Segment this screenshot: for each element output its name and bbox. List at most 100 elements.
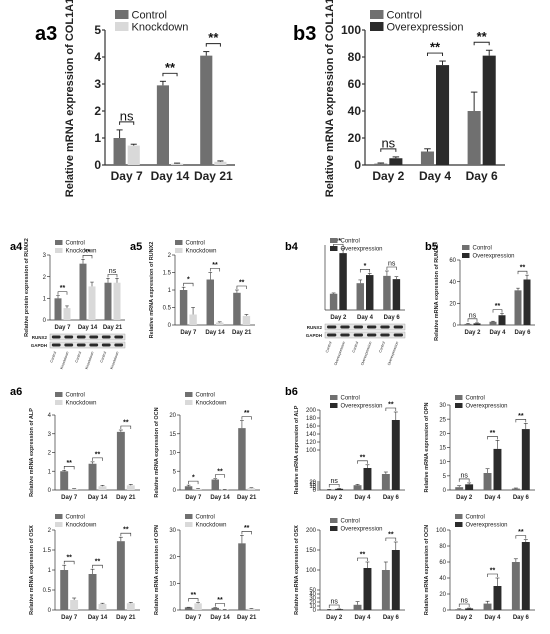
x-tick-label: Day 14 — [88, 495, 108, 501]
bar-knockdown — [221, 489, 229, 491]
significance-bracket — [328, 484, 340, 488]
y-axis-label: Relative mRNA expression of COL1A1 — [324, 0, 336, 197]
legend-entry: Control — [66, 393, 85, 399]
y-tick-label: 0 — [313, 608, 317, 614]
y-tick-label: 0.5 — [43, 588, 52, 594]
blot-row-label: RUNX2 — [32, 335, 48, 340]
legend-swatch — [330, 518, 338, 523]
legend-entry: Overexpression — [341, 527, 383, 533]
y-tick-label: 0 — [48, 608, 52, 614]
panel-label: a4 — [10, 241, 23, 253]
blot-row-label: GAPDH — [306, 333, 322, 338]
legend-swatch — [455, 522, 463, 527]
x-tick-label: Day 2 — [330, 315, 347, 321]
significance-label: * — [364, 263, 367, 270]
y-tick-label: 1 — [43, 296, 47, 302]
blot-band — [101, 335, 111, 339]
legend-swatch — [55, 248, 63, 253]
x-tick-label: Day 4 — [484, 615, 501, 621]
bar-control — [211, 479, 219, 490]
legend-entry: Knockdown — [186, 249, 217, 255]
blot-band — [380, 333, 390, 337]
significance-label: ns — [120, 108, 134, 123]
y-tick-label: 1.5 — [163, 271, 172, 277]
y-tick-label: 0 — [168, 323, 172, 329]
y-tick-label: 60 — [439, 560, 446, 566]
significance-label: ** — [244, 525, 250, 532]
significance-bracket — [205, 43, 221, 47]
significance-label: * — [187, 277, 190, 284]
panel-label: b4 — [285, 241, 299, 253]
x-tick-label: Day 7 — [111, 169, 143, 183]
x-tick-label: Day 2 — [372, 169, 404, 183]
chart-a5: a5 0 0.5 1 1.5 2 Relative mRNA expression of R… — [130, 240, 255, 338]
y-tick-label: 50 — [309, 588, 316, 594]
significance-label: ** — [388, 532, 394, 539]
significance-label: ** — [360, 454, 366, 461]
y-tick-label: 120 — [306, 440, 317, 446]
significance-bracket — [214, 474, 226, 478]
x-tick-label: Day 2 — [456, 615, 473, 621]
x-tick-label: Day 7 — [61, 615, 78, 621]
blot-lane-label: Knockdown — [85, 351, 95, 370]
panel-label: a6 — [10, 386, 22, 398]
significance-bracket — [162, 72, 178, 77]
y-tick-label: 0 — [48, 488, 52, 494]
legend-swatch — [330, 246, 338, 251]
y-tick-label: 1 — [48, 469, 52, 475]
significance-bracket — [386, 266, 397, 270]
significance-bracket — [92, 564, 103, 569]
bar-overexpression — [493, 448, 502, 490]
y-tick-label: 5 — [313, 486, 317, 492]
significance-label: ** — [490, 430, 496, 437]
y-tick-label: 20 — [169, 413, 176, 419]
significance-bracket — [380, 148, 397, 152]
bar-overexpression — [391, 550, 400, 610]
y-tick-label: 30 — [439, 403, 446, 409]
significance-label: ** — [477, 29, 488, 44]
blot-band — [367, 333, 377, 337]
bar-control — [116, 431, 125, 490]
significance-bracket — [458, 603, 470, 607]
significance-label: ** — [388, 402, 394, 409]
significance-bracket — [333, 243, 344, 248]
y-tick-label: 2 — [43, 275, 47, 281]
legend-entry: Control — [466, 396, 485, 402]
panel-label: b3 — [293, 23, 316, 45]
y-tick-label: 2 — [168, 253, 172, 259]
y-tick-label: 1 — [168, 288, 172, 294]
bar-control — [483, 603, 492, 610]
y-tick-label: 160 — [306, 424, 317, 430]
bar-knockdown — [194, 603, 202, 610]
y-tick-label: 5 — [173, 469, 177, 475]
legend-swatch — [185, 392, 193, 397]
legend-swatch — [330, 526, 338, 531]
bar-overexpression — [465, 608, 474, 610]
x-tick-label: Day 6 — [514, 330, 531, 336]
significance-label: ** — [123, 420, 129, 427]
y-tick-label: 4 — [94, 50, 101, 64]
y-tick-label: 100 — [306, 568, 317, 574]
blot-band — [340, 325, 350, 329]
legend-swatch — [175, 240, 183, 245]
significance-bracket — [473, 41, 490, 46]
bar-overexpression — [523, 279, 531, 325]
legend-entry: Control — [341, 239, 360, 245]
significance-bracket — [385, 407, 397, 411]
bar-control — [325, 609, 334, 611]
legend-swatch — [370, 22, 384, 31]
bar-knockdown — [113, 282, 121, 320]
bar-knockdown — [127, 145, 140, 165]
significance-label: ** — [123, 527, 129, 534]
legend-entry: Overexpression — [466, 404, 508, 410]
y-axis-label: Relative mRNA expression of ALP — [294, 405, 300, 494]
significance-label: ** — [336, 238, 342, 245]
x-tick-label: Day 21 — [237, 495, 257, 501]
significance-bracket — [517, 270, 528, 275]
blot-band — [393, 325, 403, 329]
y-tick-label: 40 — [348, 104, 362, 118]
bar-knockdown — [189, 314, 197, 325]
bar-control — [511, 562, 520, 610]
bar-control — [329, 293, 338, 310]
y-tick-label: 100 — [306, 448, 317, 454]
